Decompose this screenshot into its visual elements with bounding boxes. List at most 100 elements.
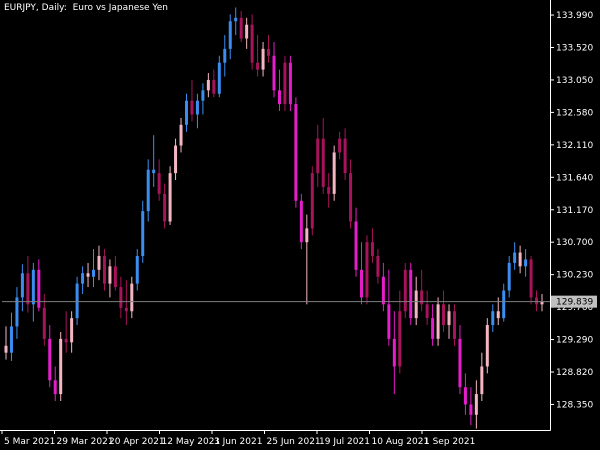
candle-body <box>124 307 128 312</box>
candle <box>239 10 243 42</box>
candle <box>485 318 489 374</box>
candle-body <box>195 100 199 115</box>
candle <box>540 293 544 312</box>
candle <box>387 269 391 346</box>
candle <box>102 249 106 291</box>
candle <box>360 242 364 305</box>
candle-body <box>518 252 522 267</box>
candle-body <box>75 283 79 319</box>
candle <box>108 259 112 298</box>
candle <box>4 326 8 360</box>
candle <box>469 387 473 426</box>
candle-body <box>403 269 407 312</box>
candle-body <box>469 404 473 415</box>
candle <box>37 259 41 312</box>
candle <box>420 269 424 312</box>
price-tick-label: 130.230 <box>556 271 593 281</box>
candle-body <box>485 325 489 367</box>
candle <box>212 69 216 98</box>
candle <box>376 249 380 284</box>
candle-body <box>288 62 292 105</box>
candle <box>327 173 331 208</box>
candle-body <box>239 17 243 39</box>
candle <box>310 166 314 236</box>
candle <box>201 83 205 115</box>
candle <box>403 262 407 319</box>
candle-body <box>381 276 385 305</box>
time-tick-label: 12 May 2021 <box>162 437 221 447</box>
candle <box>288 55 292 112</box>
time-tick-label: 3 Jun 2021 <box>214 437 262 447</box>
candle <box>305 214 309 305</box>
candle <box>409 262 413 326</box>
price-tick-label: 133.050 <box>556 76 593 86</box>
candle-body <box>502 290 506 319</box>
candle <box>518 245 522 274</box>
candle-body <box>9 326 13 353</box>
price-tick-label: 132.110 <box>556 141 593 151</box>
candle <box>190 79 194 122</box>
candle-body <box>141 211 145 257</box>
candle <box>250 14 254 70</box>
current-price-tag-background <box>551 295 597 308</box>
candle-body <box>452 311 456 339</box>
candle <box>261 41 265 77</box>
price-tick-label: 132.580 <box>556 108 593 118</box>
candle-body <box>245 24 249 39</box>
candle-body <box>70 318 74 343</box>
candle <box>398 290 402 374</box>
candle <box>146 159 150 222</box>
candle <box>458 325 462 395</box>
candle <box>152 135 156 187</box>
candle <box>299 193 303 250</box>
candle <box>97 245 101 281</box>
price-tick-label: 133.990 <box>556 11 593 21</box>
candle-body <box>513 252 517 263</box>
candle-body <box>174 145 178 174</box>
candle <box>431 304 435 346</box>
candle-body <box>277 90 281 105</box>
price-scale[interactable]: 133.990 133.520 133.050 132.580 132.110 131.6… <box>550 11 593 410</box>
candle-body <box>26 273 30 305</box>
candle-body <box>447 311 451 326</box>
candle <box>463 373 467 415</box>
candle <box>174 138 178 181</box>
candle-body <box>86 273 90 277</box>
candle <box>370 228 374 263</box>
candle <box>42 293 46 346</box>
candle-body <box>321 138 325 187</box>
candle-body <box>42 307 46 339</box>
candle <box>48 325 52 388</box>
time-tick-label: 25 Jun 2021 <box>267 437 321 447</box>
candle <box>414 276 418 326</box>
candle-body <box>135 256 139 284</box>
current-price-value: 129.839 <box>556 298 593 308</box>
candle-body <box>458 338 462 388</box>
candle <box>321 117 325 194</box>
candle-body <box>146 169 150 212</box>
candle <box>64 311 68 353</box>
candle <box>349 159 353 229</box>
candle-body <box>365 242 369 298</box>
candle-body <box>113 266 117 288</box>
candle-body <box>228 21 232 49</box>
candle-body <box>119 287 123 308</box>
title-separator: , <box>35 3 39 13</box>
candle-body <box>463 387 467 405</box>
candle-body <box>540 301 544 305</box>
candle <box>217 55 221 98</box>
candle-body <box>474 394 478 415</box>
candle <box>234 7 238 36</box>
candle-body <box>442 304 446 326</box>
candle <box>119 276 123 319</box>
candle-body <box>217 62 221 94</box>
candle-body <box>299 200 303 243</box>
candle-body <box>398 311 402 367</box>
candle-body <box>332 152 336 194</box>
candle <box>354 207 358 277</box>
candle <box>86 262 90 288</box>
candle-body <box>256 62 260 70</box>
